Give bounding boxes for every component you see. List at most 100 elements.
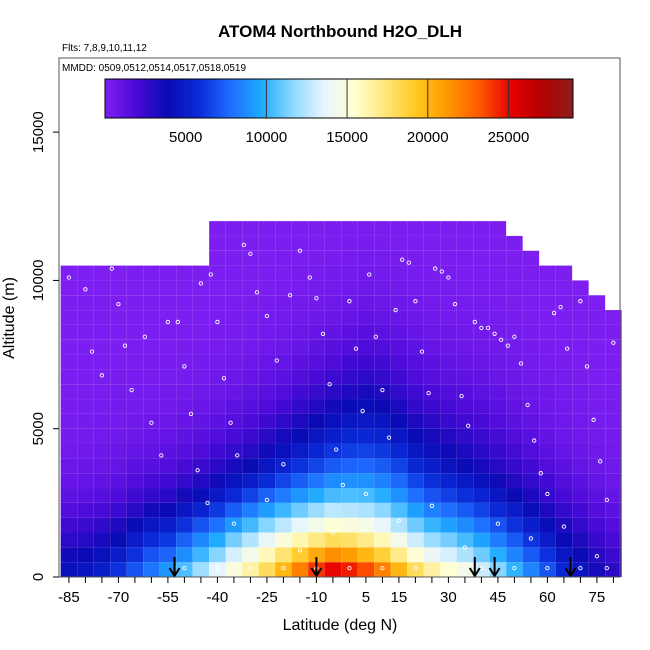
heatmap-cell: [440, 265, 457, 281]
heatmap-cell: [275, 339, 292, 355]
heatmap-cell: [110, 354, 127, 370]
heatmap-cell: [506, 532, 523, 548]
heatmap-cell: [225, 221, 243, 236]
heatmap-cell: [242, 502, 259, 518]
heatmap-cell: [324, 443, 342, 459]
heatmap-cell: [407, 517, 424, 533]
heatmap-cell: [291, 339, 309, 355]
heatmap-cell: [572, 324, 589, 340]
heatmap-cell: [374, 280, 391, 296]
heatmap-cell: [77, 413, 94, 429]
heatmap-cell: [572, 443, 589, 459]
heatmap-cell: [60, 488, 78, 503]
heatmap-cell: [506, 339, 523, 355]
heatmap-cell: [60, 265, 78, 281]
heatmap-cell: [242, 547, 259, 563]
heatmap-cell: [126, 339, 144, 355]
sample-point: [561, 524, 567, 529]
heatmap-cell: [572, 458, 589, 474]
heatmap-cell: [192, 428, 210, 444]
sample-point: [122, 343, 128, 348]
heatmap-cell: [506, 399, 523, 414]
heatmap-cell: [242, 399, 259, 414]
heatmap-cell: [291, 488, 309, 503]
sample-point: [594, 554, 600, 559]
heatmap-cell: [258, 502, 276, 518]
heatmap-cell: [93, 458, 111, 474]
heatmap-cell: [159, 339, 177, 355]
heatmap-cell: [110, 265, 127, 281]
heatmap-cell: [60, 399, 78, 414]
heatmap-cell: [93, 547, 111, 563]
heatmap-cell: [225, 502, 243, 518]
heatmap-cell: [308, 458, 325, 474]
sample-point: [142, 334, 147, 339]
heatmap-cell: [176, 488, 193, 503]
x-tick-label: -25: [256, 589, 278, 606]
heatmap-cell: [456, 413, 474, 429]
sample-point: [528, 536, 534, 541]
heatmap-cell: [143, 502, 160, 518]
heatmap-cell: [423, 384, 441, 400]
heatmap-cell: [390, 265, 408, 281]
heatmap-cell: [209, 339, 226, 355]
heatmap-cell: [242, 324, 259, 340]
sample-point: [406, 260, 411, 265]
sample-points: [66, 242, 616, 571]
heatmap-cell: [275, 235, 292, 251]
heatmap-cell: [357, 354, 375, 370]
sample-point: [215, 319, 220, 325]
sample-point: [413, 565, 418, 571]
heatmap-cell: [341, 458, 358, 474]
heatmap-cell: [572, 369, 589, 385]
heatmap-cell: [423, 562, 441, 577]
heatmap-cell: [572, 280, 589, 296]
heatmap-cell: [407, 488, 424, 503]
heatmap-cell: [176, 295, 193, 311]
heatmap-cell: [522, 547, 540, 563]
heatmap-cell: [407, 443, 424, 459]
heatmap-cell: [242, 295, 259, 311]
heatmap-cell: [341, 250, 358, 266]
heatmap-cell: [291, 235, 309, 251]
heatmap-cell: [539, 384, 556, 400]
heatmap-cell: [407, 369, 424, 385]
heatmap-cell: [275, 413, 292, 429]
sample-point: [99, 373, 105, 378]
heatmap-cell: [110, 488, 127, 503]
heatmap-cell: [456, 324, 474, 340]
heatmap-cell: [423, 473, 441, 489]
sample-point: [380, 565, 385, 571]
heatmap-cell: [390, 532, 408, 548]
heatmap-cell: [522, 473, 540, 489]
heatmap-cell: [258, 265, 276, 281]
heatmap-cell: [308, 547, 325, 563]
heatmap-cell: [60, 458, 78, 474]
sample-point: [426, 390, 431, 396]
heatmap-cell: [77, 532, 94, 548]
heatmap-cell: [143, 369, 160, 385]
heatmap-cell: [275, 502, 292, 518]
heatmap-cell: [588, 310, 606, 325]
heatmap-cell: [324, 562, 342, 577]
heatmap-cell: [539, 399, 556, 414]
heatmap-cell: [275, 354, 292, 370]
sample-point: [433, 266, 438, 271]
heatmap-cell: [489, 354, 507, 370]
heatmap-cell: [324, 324, 342, 340]
heatmap-cells: [60, 221, 622, 577]
y-tick-label: 0: [30, 573, 47, 581]
heatmap-cell: [126, 532, 144, 548]
heatmap-cell: [440, 413, 457, 429]
sample-point: [466, 423, 471, 428]
heatmap-cell: [275, 488, 292, 503]
heatmap-cell: [308, 324, 325, 340]
heatmap-cell: [242, 532, 259, 548]
heatmap-cell: [473, 221, 490, 236]
sample-point: [525, 402, 530, 408]
heatmap-cell: [60, 547, 78, 563]
sample-point: [314, 296, 319, 301]
heatmap-cell: [522, 310, 540, 325]
colorbar: [104, 78, 574, 119]
sample-point: [149, 420, 154, 425]
